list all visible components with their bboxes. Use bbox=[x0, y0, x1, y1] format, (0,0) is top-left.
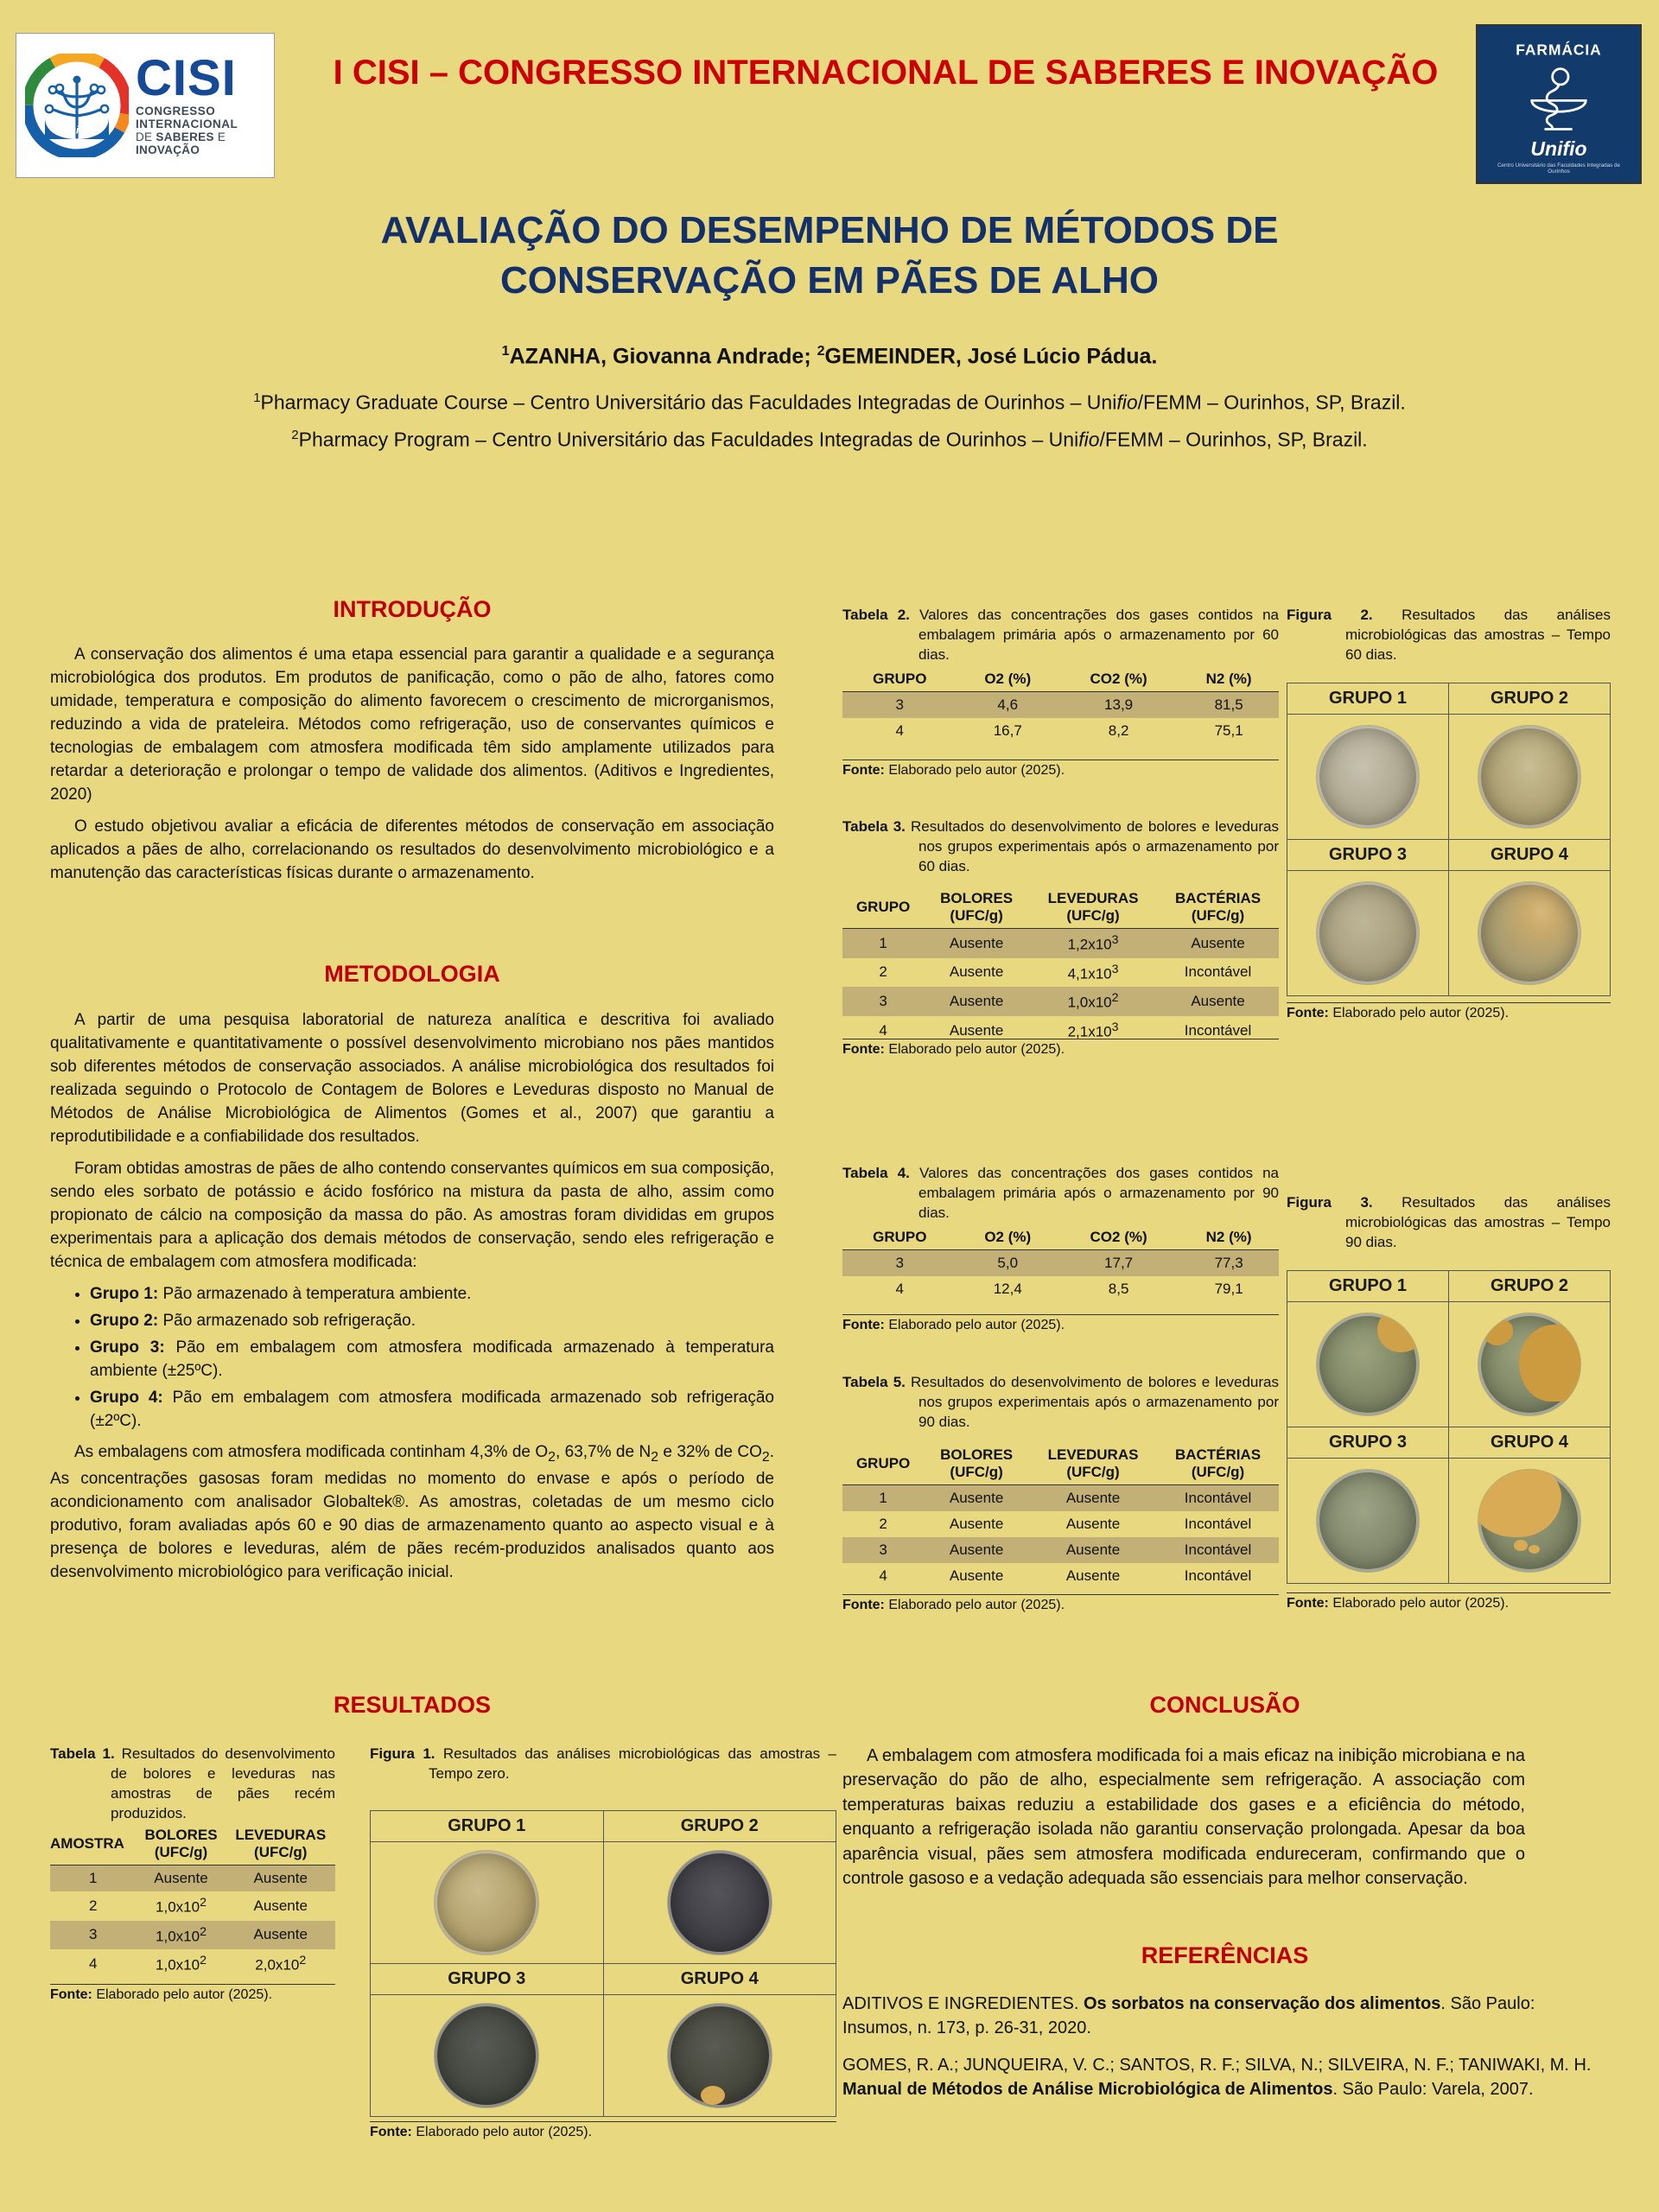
svg-text:FARMÁCIA: FARMÁCIA bbox=[1516, 41, 1601, 59]
svg-text:Unifio: Unifio bbox=[63, 126, 92, 137]
